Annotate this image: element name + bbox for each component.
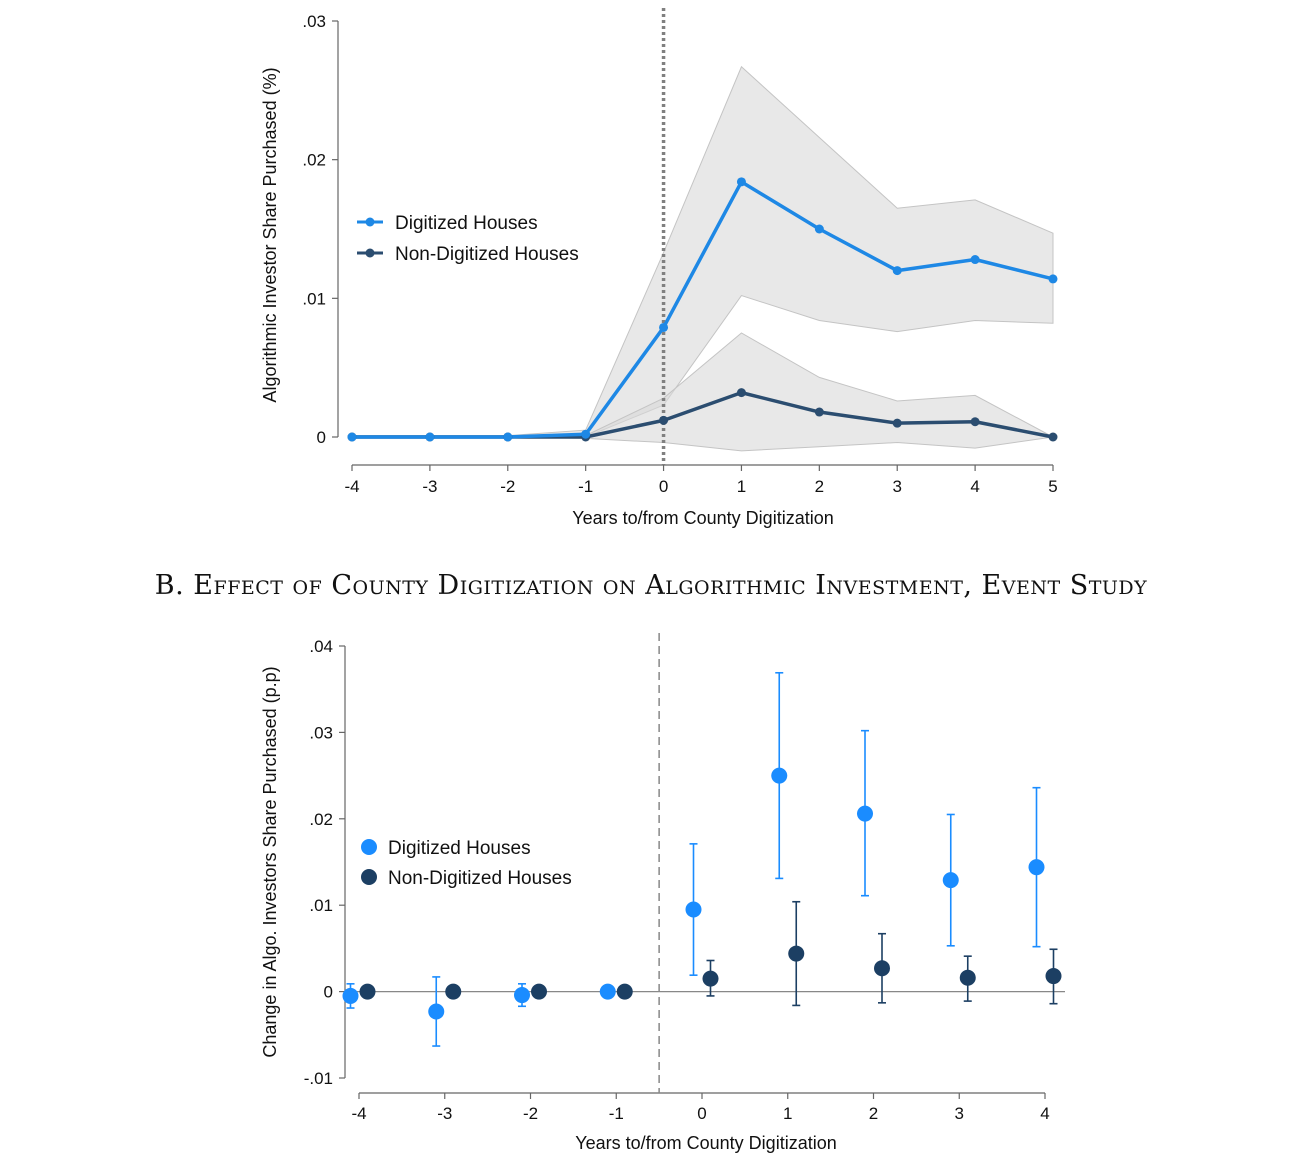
panel-b-x-tick-label: 0 [697, 1104, 706, 1123]
panel-b-x-tick-label: 1 [783, 1104, 792, 1123]
panel-a-legend: Digitized Houses Non-Digitized Houses [357, 213, 579, 265]
panel-b-y-axis-title: Change in Algo. Investors Share Purchase… [260, 666, 280, 1057]
panel-b-y-tick-label: 0 [324, 983, 333, 1002]
panel-a-series-lines [352, 180, 1054, 439]
panel-a-point-digitized [892, 266, 902, 276]
panel-a-y-tick-label: .03 [302, 12, 326, 31]
panel-b-title: B. Effect of County Digitization on Algo… [154, 570, 1148, 601]
panel-b-axes: -.01 0 .01 .02 .03 .04 -4 -3 -2 -1 0 1 2 3 4 [304, 637, 1065, 1123]
panel-a-x-tick-label: -2 [500, 477, 515, 496]
panel-b-x-tick-label: 3 [955, 1104, 964, 1123]
legend-b-nondigitized-label: Non-Digitized Houses [388, 868, 572, 889]
panel-a-x-tick-label: -3 [422, 477, 437, 496]
panel-b-point-digitized [428, 1003, 445, 1020]
panel-a-point-digitized [503, 432, 513, 442]
panel-a-point-digitized [347, 432, 357, 442]
legend-a-nondigitized-swatch-marker [365, 248, 375, 258]
panel-b-legend: Digitized Houses Non-Digitized Houses [361, 838, 572, 889]
panel-a-point-digitized [970, 255, 980, 265]
panel-a-points [347, 177, 1058, 442]
panel-a-point-digitized [659, 322, 669, 332]
panel-a-x-tick-label: -4 [344, 477, 359, 496]
panel-b-point-digitized [342, 987, 359, 1004]
legend-a-digitized-label: Digitized Houses [395, 213, 538, 234]
panel-b-point-nondigitized [959, 969, 976, 986]
panel-a-point-digitized [425, 432, 435, 442]
panel-b-x-tick-label: -1 [609, 1104, 624, 1123]
panel-b-x-tick-label: 4 [1040, 1104, 1049, 1123]
legend-b-nondigitized-marker [361, 869, 377, 885]
panel-a-x-tick-label: 4 [970, 477, 979, 496]
panel-a-line-digitized [352, 180, 1054, 439]
panel-b-point-digitized [942, 872, 959, 889]
panel-a-y-tick-label: .01 [302, 289, 326, 308]
panel-b-y-tick-label: .01 [309, 896, 333, 915]
panel-b-point-nondigitized [874, 960, 890, 977]
panel-a-point-nondigitized [892, 418, 902, 428]
panel-a-x-axis-title: Years to/from County Digitization [572, 508, 833, 528]
panel-b-point-nondigitized [445, 983, 462, 1000]
panel-b-point-digitized [771, 767, 788, 784]
panel-a-point-nondigitized [736, 388, 746, 398]
panel-a-point-digitized [814, 224, 824, 234]
panel-b-chart: -.01 0 .01 .02 .03 .04 -4 -3 -2 -1 0 1 2 3 4 Years to/… [260, 633, 1065, 1153]
panel-b-x-tick-label: 2 [869, 1104, 878, 1123]
panel-a-point-nondigitized [1048, 432, 1058, 442]
panel-a-axes: 0 .01 .02 .03 -4 -3 -2 -1 0 1 2 3 4 5 [302, 12, 1057, 496]
panel-a-x-tick-label: 0 [659, 477, 668, 496]
panel-a-point-digitized [736, 177, 746, 187]
panel-a-x-tick-label: 5 [1048, 477, 1057, 496]
panel-b-x-tick-label: -2 [523, 1104, 538, 1123]
panel-b-y-tick-label: .03 [309, 723, 333, 742]
panel-b-x-tick-label: -3 [437, 1104, 452, 1123]
panel-b-y-tick-label: .02 [309, 810, 333, 829]
panel-a-x-tick-label: -1 [578, 477, 593, 496]
panel-b-point-digitized [685, 901, 702, 918]
panel-a-point-nondigitized [970, 417, 980, 427]
panel-a-y-axis-title: Algorithmic Investor Share Purchased (%) [260, 67, 280, 402]
panel-a-x-tick-label: 1 [737, 477, 746, 496]
legend-b-digitized-marker [361, 839, 377, 855]
panel-b-y-tick-label: -.01 [304, 1069, 333, 1088]
legend-a-nondigitized-label: Non-Digitized Houses [395, 244, 579, 265]
panel-b-point-digitized [514, 987, 530, 1004]
panel-b-point-nondigitized [702, 970, 719, 987]
panel-b-x-axis-title: Years to/from County Digitization [575, 1133, 836, 1153]
panel-a-y-tick-label: .02 [302, 151, 326, 170]
panel-b-point-nondigitized [1045, 968, 1062, 985]
panel-b-x-tick-label: -4 [351, 1104, 366, 1123]
panel-b-point-digitized [857, 805, 873, 822]
panel-a-chart: 0 .01 .02 .03 -4 -3 -2 -1 0 1 2 3 4 5 Years to/from C… [260, 8, 1058, 528]
panel-a-point-digitized [581, 429, 591, 439]
panel-a-point-nondigitized [659, 415, 669, 425]
panel-a-point-digitized [1048, 274, 1058, 284]
panel-b-point-nondigitized [359, 983, 376, 1000]
panel-a-y-tick-label: 0 [317, 428, 326, 447]
panel-b-points [342, 767, 1062, 1020]
panel-b-point-nondigitized [531, 983, 547, 1000]
panel-b-point-nondigitized [616, 983, 633, 1000]
panel-a-point-nondigitized [814, 407, 824, 417]
legend-a-digitized-swatch-marker [365, 217, 375, 227]
legend-b-digitized-label: Digitized Houses [388, 838, 531, 859]
panel-b-point-nondigitized [788, 945, 805, 962]
panel-b-point-digitized [599, 983, 616, 1000]
panel-a-x-tick-label: 3 [892, 477, 901, 496]
panel-b-point-digitized [1028, 859, 1045, 876]
panel-b-y-tick-label: .04 [309, 637, 333, 656]
panel-a-x-tick-label: 2 [815, 477, 824, 496]
